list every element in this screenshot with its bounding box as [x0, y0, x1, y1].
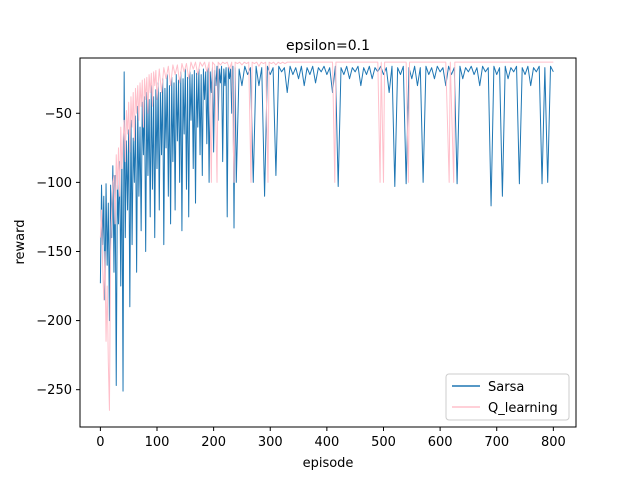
y-tick-label: −250	[36, 383, 72, 398]
chart-title: epsilon=0.1	[286, 38, 370, 54]
axes-frame	[79, 57, 577, 428]
series-line-sarsa	[99, 65, 554, 392]
y-tick-label: −200	[36, 314, 72, 329]
y-tick-label: −100	[36, 176, 72, 191]
x-tick-label: 0	[96, 435, 104, 450]
x-tick-label: 300	[258, 435, 283, 450]
x-axis: 0 100 200 300 400 500 600 700 800	[96, 427, 566, 450]
x-tick-label: 500	[371, 435, 396, 450]
x-tick-label: 400	[314, 435, 339, 450]
y-tick-label: −150	[36, 245, 72, 260]
legend-label-q-learning: Q_learning	[488, 401, 558, 416]
x-axis-label: episode	[303, 456, 354, 471]
series-layer	[99, 61, 554, 411]
x-tick-label: 600	[428, 435, 453, 450]
x-tick-label: 200	[201, 435, 226, 450]
legend: Sarsa Q_learning	[445, 373, 570, 421]
x-tick-label: 700	[484, 435, 509, 450]
y-axis: −250 −200 −150 −100 −50	[36, 107, 80, 398]
legend-label-sarsa: Sarsa	[488, 380, 524, 395]
x-tick-label: 800	[541, 435, 566, 450]
x-tick-label: 100	[145, 435, 170, 450]
series-line-q-learning	[99, 61, 554, 411]
y-tick-label: −50	[45, 107, 72, 122]
y-axis-label: reward	[13, 219, 28, 264]
